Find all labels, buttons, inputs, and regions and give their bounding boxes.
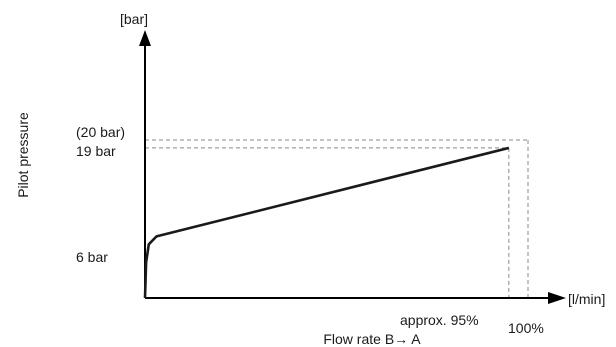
y-axis-unit: [bar] [120, 11, 148, 27]
series-line [143, 146, 510, 299]
x-axis-unit: [l/min] [568, 291, 605, 307]
y-tick-label-19: 19 bar [76, 143, 116, 159]
x-tick-label-95: approx. 95% [400, 312, 479, 328]
y-tick-label-6: 6 bar [76, 249, 108, 265]
x-axis-label: Flow rate B→ A [323, 331, 421, 347]
y-axis-label: Pilot pressure [15, 112, 31, 198]
y-tick-label-20: (20 bar) [76, 124, 125, 140]
dashed-guides [145, 139, 529, 298]
y-axis-arrow [139, 30, 151, 46]
x-axis-arrow [548, 292, 566, 304]
x-tick-label-100: 100% [508, 320, 544, 336]
